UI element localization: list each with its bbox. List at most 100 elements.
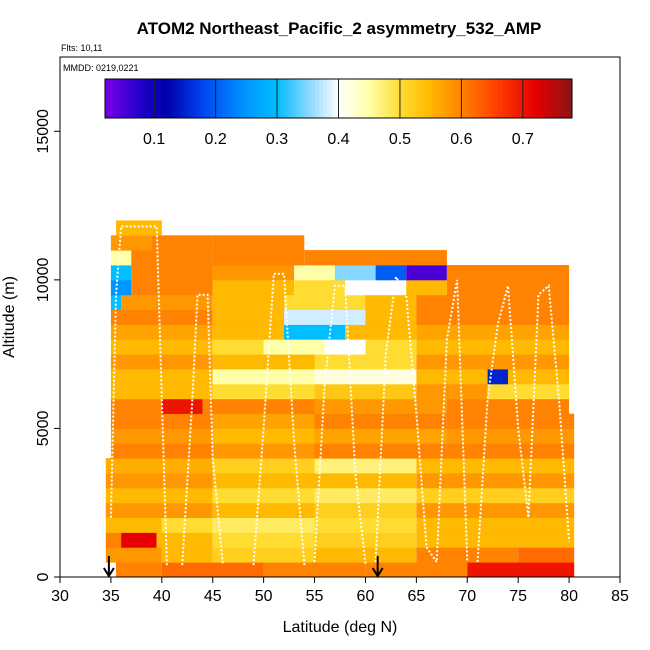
- colorbar-swatch: [264, 79, 269, 118]
- colorbar-swatch: [171, 79, 176, 118]
- heatmap-cell: [365, 339, 417, 355]
- heatmap-cell: [131, 279, 213, 296]
- heatmap-cell: [105, 458, 213, 474]
- heatmap-cell: [416, 339, 570, 355]
- colorbar-swatch: [256, 79, 262, 118]
- heatmap-cell: [105, 487, 213, 504]
- colorbar-frame: [104, 78, 573, 119]
- colorbar-swatch: [354, 79, 359, 118]
- colorbar-swatch: [451, 79, 456, 118]
- colorbar-swatch: [155, 79, 160, 118]
- colorbar-swatch: [268, 79, 273, 118]
- colorbar-swatch: [116, 79, 122, 118]
- flight-tracks: [109, 225, 571, 566]
- heatmap-cell: [314, 547, 417, 563]
- colorbar-swatch: [147, 79, 153, 118]
- heatmap-cell: [416, 487, 575, 504]
- x-axis-label: Latitude (deg N): [283, 619, 398, 636]
- colorbar-swatch: [540, 79, 546, 118]
- x-tick-label: 75: [509, 588, 527, 605]
- heatmap-cell: [110, 354, 213, 370]
- heatmap-cell: [161, 398, 203, 414]
- x-tick-label: 70: [458, 588, 476, 605]
- colorbar-swatch: [517, 79, 522, 118]
- heatmap-cell: [487, 369, 508, 385]
- flight-track: [109, 225, 168, 566]
- heatmap-cell: [212, 383, 315, 400]
- colorbar-swatch: [143, 79, 149, 118]
- x-tick-label: 35: [102, 588, 120, 605]
- heatmap-cell: [446, 443, 575, 459]
- heatmap-cell: [365, 294, 417, 310]
- heatmap-cell: [212, 369, 315, 385]
- arrows: [103, 556, 384, 578]
- heatmap-cell: [304, 250, 447, 266]
- colorbar-swatch: [357, 79, 363, 118]
- heatmap-cell: [416, 383, 488, 400]
- colorbar-swatch: [233, 79, 238, 118]
- colorbar-swatch: [128, 79, 133, 118]
- colorbar-swatch: [536, 79, 542, 118]
- heatmap-cell: [212, 532, 315, 548]
- heatmap-cell: [110, 443, 213, 459]
- colorbar-swatch: [412, 79, 417, 118]
- colorbar-swatch: [486, 79, 491, 118]
- heatmap-cell: [110, 250, 132, 266]
- heatmap-cell: [121, 532, 157, 548]
- colorbar-swatch: [346, 79, 351, 118]
- colorbar-swatch: [494, 79, 499, 118]
- colorbar: 0.1 0.2 0.3 0.4 0.5 0.6 0.7: [104, 78, 573, 148]
- colorbar-swatch: [163, 79, 168, 118]
- heatmap-cell: [161, 547, 213, 563]
- colorbar-swatch: [552, 79, 557, 118]
- colorbar-swatch: [311, 79, 316, 118]
- colorbar-swatch: [299, 79, 304, 118]
- colorbar-swatch: [431, 79, 437, 118]
- heatmap-cell: [345, 324, 417, 340]
- colorbar-swatch: [175, 79, 180, 118]
- y-axis-label: Altitude (m): [1, 276, 18, 358]
- colorbar-swatch: [478, 79, 483, 118]
- chart-title: ATOM2 Northeast_Pacific_2 asymmetry_532_…: [137, 19, 542, 38]
- colorbar-swatch: [210, 79, 215, 118]
- y-tick-label: 10000: [35, 258, 52, 303]
- colorbar-swatch: [186, 79, 192, 118]
- colorbar-swatch: [556, 79, 561, 118]
- colorbar-swatch: [284, 79, 289, 118]
- colorbar-swatch: [361, 79, 367, 118]
- y-tick-label: 15000: [35, 109, 52, 154]
- colorbar-swatch: [373, 79, 378, 118]
- colorbar-swatch: [213, 79, 219, 118]
- colorbar-swatch: [291, 79, 297, 118]
- colorbar-swatch: [455, 79, 460, 118]
- colorbar-swatch: [509, 79, 515, 118]
- heatmap-cell: [324, 339, 366, 355]
- x-tick-label: 85: [611, 588, 629, 605]
- colorbar-swatch: [350, 79, 355, 118]
- colorbar-swatch: [190, 79, 196, 118]
- colorbar-swatch: [439, 79, 445, 118]
- heatmap-cell: [446, 265, 570, 281]
- colorbar-swatch: [420, 79, 425, 118]
- colorbar-swatch: [564, 79, 569, 118]
- x-tick-label: 65: [407, 588, 425, 605]
- colorbar-swatch: [124, 79, 129, 118]
- heatmap-cell: [263, 339, 325, 355]
- colorbar-tick-label: 0.7: [512, 131, 534, 148]
- heatmap-cell: [416, 458, 575, 474]
- heatmap-cell: [314, 458, 417, 474]
- heatmap-cell: [212, 235, 305, 251]
- heatmap-cell: [345, 279, 407, 296]
- heatmap-cell: [110, 428, 213, 444]
- colorbar-swatch: [237, 79, 242, 118]
- heatmap-cell: [110, 294, 122, 310]
- heatmap-cell: [202, 398, 315, 414]
- x-tick-label: 30: [51, 588, 69, 605]
- colorbar-swatch: [466, 79, 472, 118]
- heatmap-cell: [105, 473, 213, 489]
- colorbar-swatch: [319, 79, 324, 118]
- heatmap-cell: [416, 324, 570, 340]
- colorbar-swatch: [245, 79, 250, 118]
- colorbar-swatch: [280, 79, 285, 118]
- plot-area: [59, 56, 621, 578]
